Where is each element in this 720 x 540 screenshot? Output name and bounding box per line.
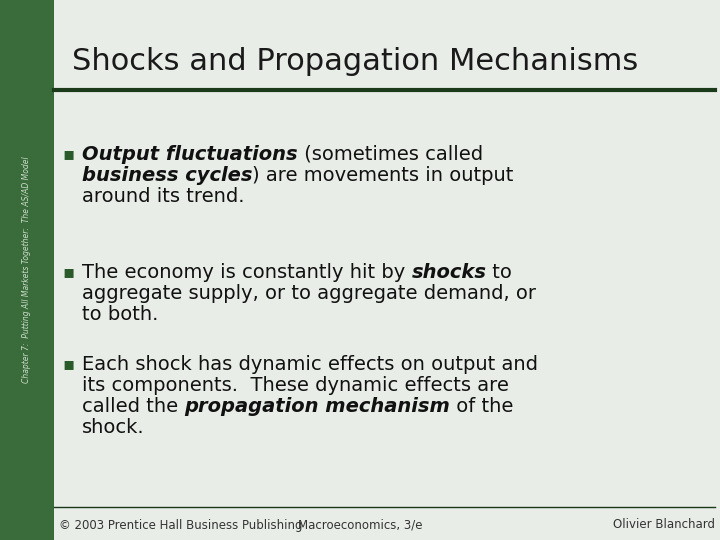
Text: its components.  These dynamic effects are: its components. These dynamic effects ar… <box>82 376 509 395</box>
Text: Each shock has dynamic effects on output and: Each shock has dynamic effects on output… <box>82 355 538 374</box>
Text: ▪: ▪ <box>62 263 74 281</box>
Text: ▪: ▪ <box>62 355 74 373</box>
Text: Shocks and Propagation Mechanisms: Shocks and Propagation Mechanisms <box>72 48 638 77</box>
Text: shocks: shocks <box>412 263 487 282</box>
Text: Olivier Blanchard: Olivier Blanchard <box>613 518 715 531</box>
Text: called the: called the <box>82 397 184 416</box>
Text: © 2003 Prentice Hall Business Publishing: © 2003 Prentice Hall Business Publishing <box>59 518 302 531</box>
Text: ) are movements in output: ) are movements in output <box>253 166 514 185</box>
Text: around its trend.: around its trend. <box>82 187 245 206</box>
Text: aggregate supply, or to aggregate demand, or: aggregate supply, or to aggregate demand… <box>82 284 536 303</box>
Bar <box>0 0 54 540</box>
Text: Chapter 7:  Putting All Markets Together:  The AS/AD Model: Chapter 7: Putting All Markets Together:… <box>22 157 32 383</box>
Text: Output fluctuations: Output fluctuations <box>82 145 297 164</box>
Text: Macroeconomics, 3/e: Macroeconomics, 3/e <box>298 518 422 531</box>
Text: to both.: to both. <box>82 305 158 324</box>
Text: propagation mechanism: propagation mechanism <box>184 397 450 416</box>
Text: (sometimes called: (sometimes called <box>297 145 482 164</box>
Text: ▪: ▪ <box>62 145 74 163</box>
Text: to: to <box>487 263 513 282</box>
Text: The economy is constantly hit by: The economy is constantly hit by <box>82 263 412 282</box>
Text: shock.: shock. <box>82 418 145 437</box>
Text: of the: of the <box>450 397 513 416</box>
Text: business cycles: business cycles <box>82 166 253 185</box>
